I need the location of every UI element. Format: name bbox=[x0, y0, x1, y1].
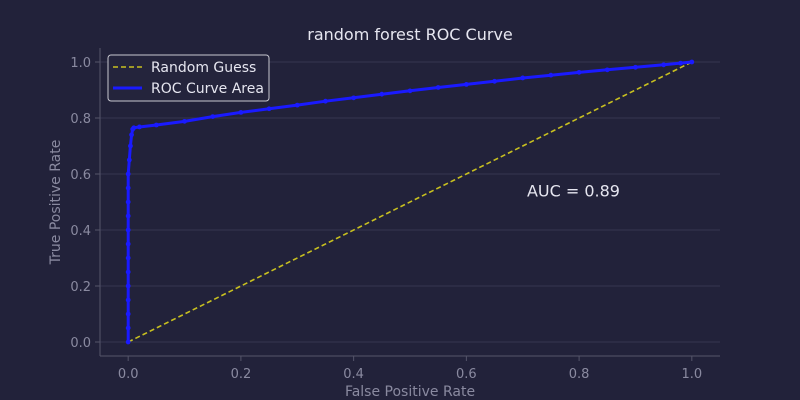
roc-point-13 bbox=[126, 157, 132, 163]
roc-point-22 bbox=[238, 110, 244, 115]
y-tick-label-5: 1.0 bbox=[70, 56, 91, 71]
roc-point-36 bbox=[633, 64, 638, 70]
axes bbox=[99, 48, 720, 357]
roc-point-2 bbox=[125, 311, 131, 317]
y-tick-label-0: 0.0 bbox=[70, 336, 91, 351]
roc-point-8 bbox=[125, 227, 131, 233]
y-tick-label-3: 0.6 bbox=[70, 168, 91, 183]
chart-title: random forest ROC Curve bbox=[307, 25, 513, 44]
x-tick-label-2: 0.4 bbox=[343, 367, 364, 382]
roc-point-23 bbox=[266, 106, 272, 112]
roc-point-11 bbox=[125, 185, 131, 191]
roc-point-5 bbox=[125, 269, 131, 275]
x-tick-label-4: 0.8 bbox=[569, 367, 590, 382]
roc-point-37 bbox=[661, 62, 667, 68]
x-tick-label-5: 1.0 bbox=[681, 367, 702, 382]
series bbox=[125, 59, 695, 345]
roc-point-33 bbox=[548, 72, 554, 78]
y-tick-label-1: 0.2 bbox=[70, 280, 91, 295]
legend-roc-curve-label: ROC Curve Area bbox=[151, 81, 264, 97]
roc-point-17 bbox=[131, 125, 137, 131]
grid bbox=[100, 61, 720, 343]
roc-point-30 bbox=[463, 82, 469, 87]
roc-point-27 bbox=[379, 91, 385, 97]
roc-point-3 bbox=[125, 297, 131, 303]
roc-point-20 bbox=[182, 118, 187, 124]
roc-point-29 bbox=[435, 85, 441, 90]
roc-point-35 bbox=[604, 67, 610, 73]
roc-point-28 bbox=[407, 88, 413, 94]
roc-point-10 bbox=[125, 199, 131, 205]
roc-point-14 bbox=[128, 143, 133, 149]
x-tick-label-0: 0.0 bbox=[118, 367, 139, 382]
roc-point-4 bbox=[125, 283, 131, 289]
y-tick-label-4: 0.8 bbox=[70, 112, 91, 127]
roc-point-24 bbox=[294, 102, 300, 108]
roc-point-0 bbox=[125, 339, 131, 345]
x-tick-label-3: 0.6 bbox=[456, 367, 477, 382]
roc-point-21 bbox=[210, 114, 216, 119]
roc-point-9 bbox=[125, 213, 131, 219]
roc-point-7 bbox=[125, 241, 131, 247]
roc-point-1 bbox=[125, 325, 131, 331]
roc-point-39 bbox=[689, 59, 695, 65]
roc-point-15 bbox=[129, 132, 134, 138]
roc-point-25 bbox=[323, 98, 328, 104]
series-roc-curve-line bbox=[126, 60, 692, 342]
auc-annotation: AUC = 0.89 bbox=[527, 181, 620, 200]
roc-point-18 bbox=[137, 124, 142, 130]
series-random-guess-line bbox=[127, 61, 693, 343]
roc-point-38 bbox=[678, 60, 683, 66]
y-axis-label: True Positive Rate bbox=[48, 140, 64, 266]
roc-point-26 bbox=[351, 95, 357, 101]
roc-point-31 bbox=[492, 78, 497, 84]
roc-point-32 bbox=[520, 75, 526, 81]
x-axis-label: False Positive Rate bbox=[345, 384, 475, 400]
roc-point-19 bbox=[153, 122, 159, 128]
x-tick-label-1: 0.2 bbox=[231, 367, 252, 382]
roc-point-12 bbox=[125, 171, 131, 177]
legend-box bbox=[107, 54, 270, 102]
ticks: 0.0 0.2 0.4 0.6 0.8 1.0 0.0 0.2 0.4 0.6 0.8 1.0 bbox=[70, 56, 702, 382]
roc-point-34 bbox=[576, 69, 582, 75]
roc-point-6 bbox=[125, 255, 131, 261]
legend: Random Guess ROC Curve Area bbox=[107, 54, 270, 102]
legend-random-guess-label: Random Guess bbox=[151, 60, 256, 76]
y-tick-label-2: 0.4 bbox=[70, 224, 91, 239]
